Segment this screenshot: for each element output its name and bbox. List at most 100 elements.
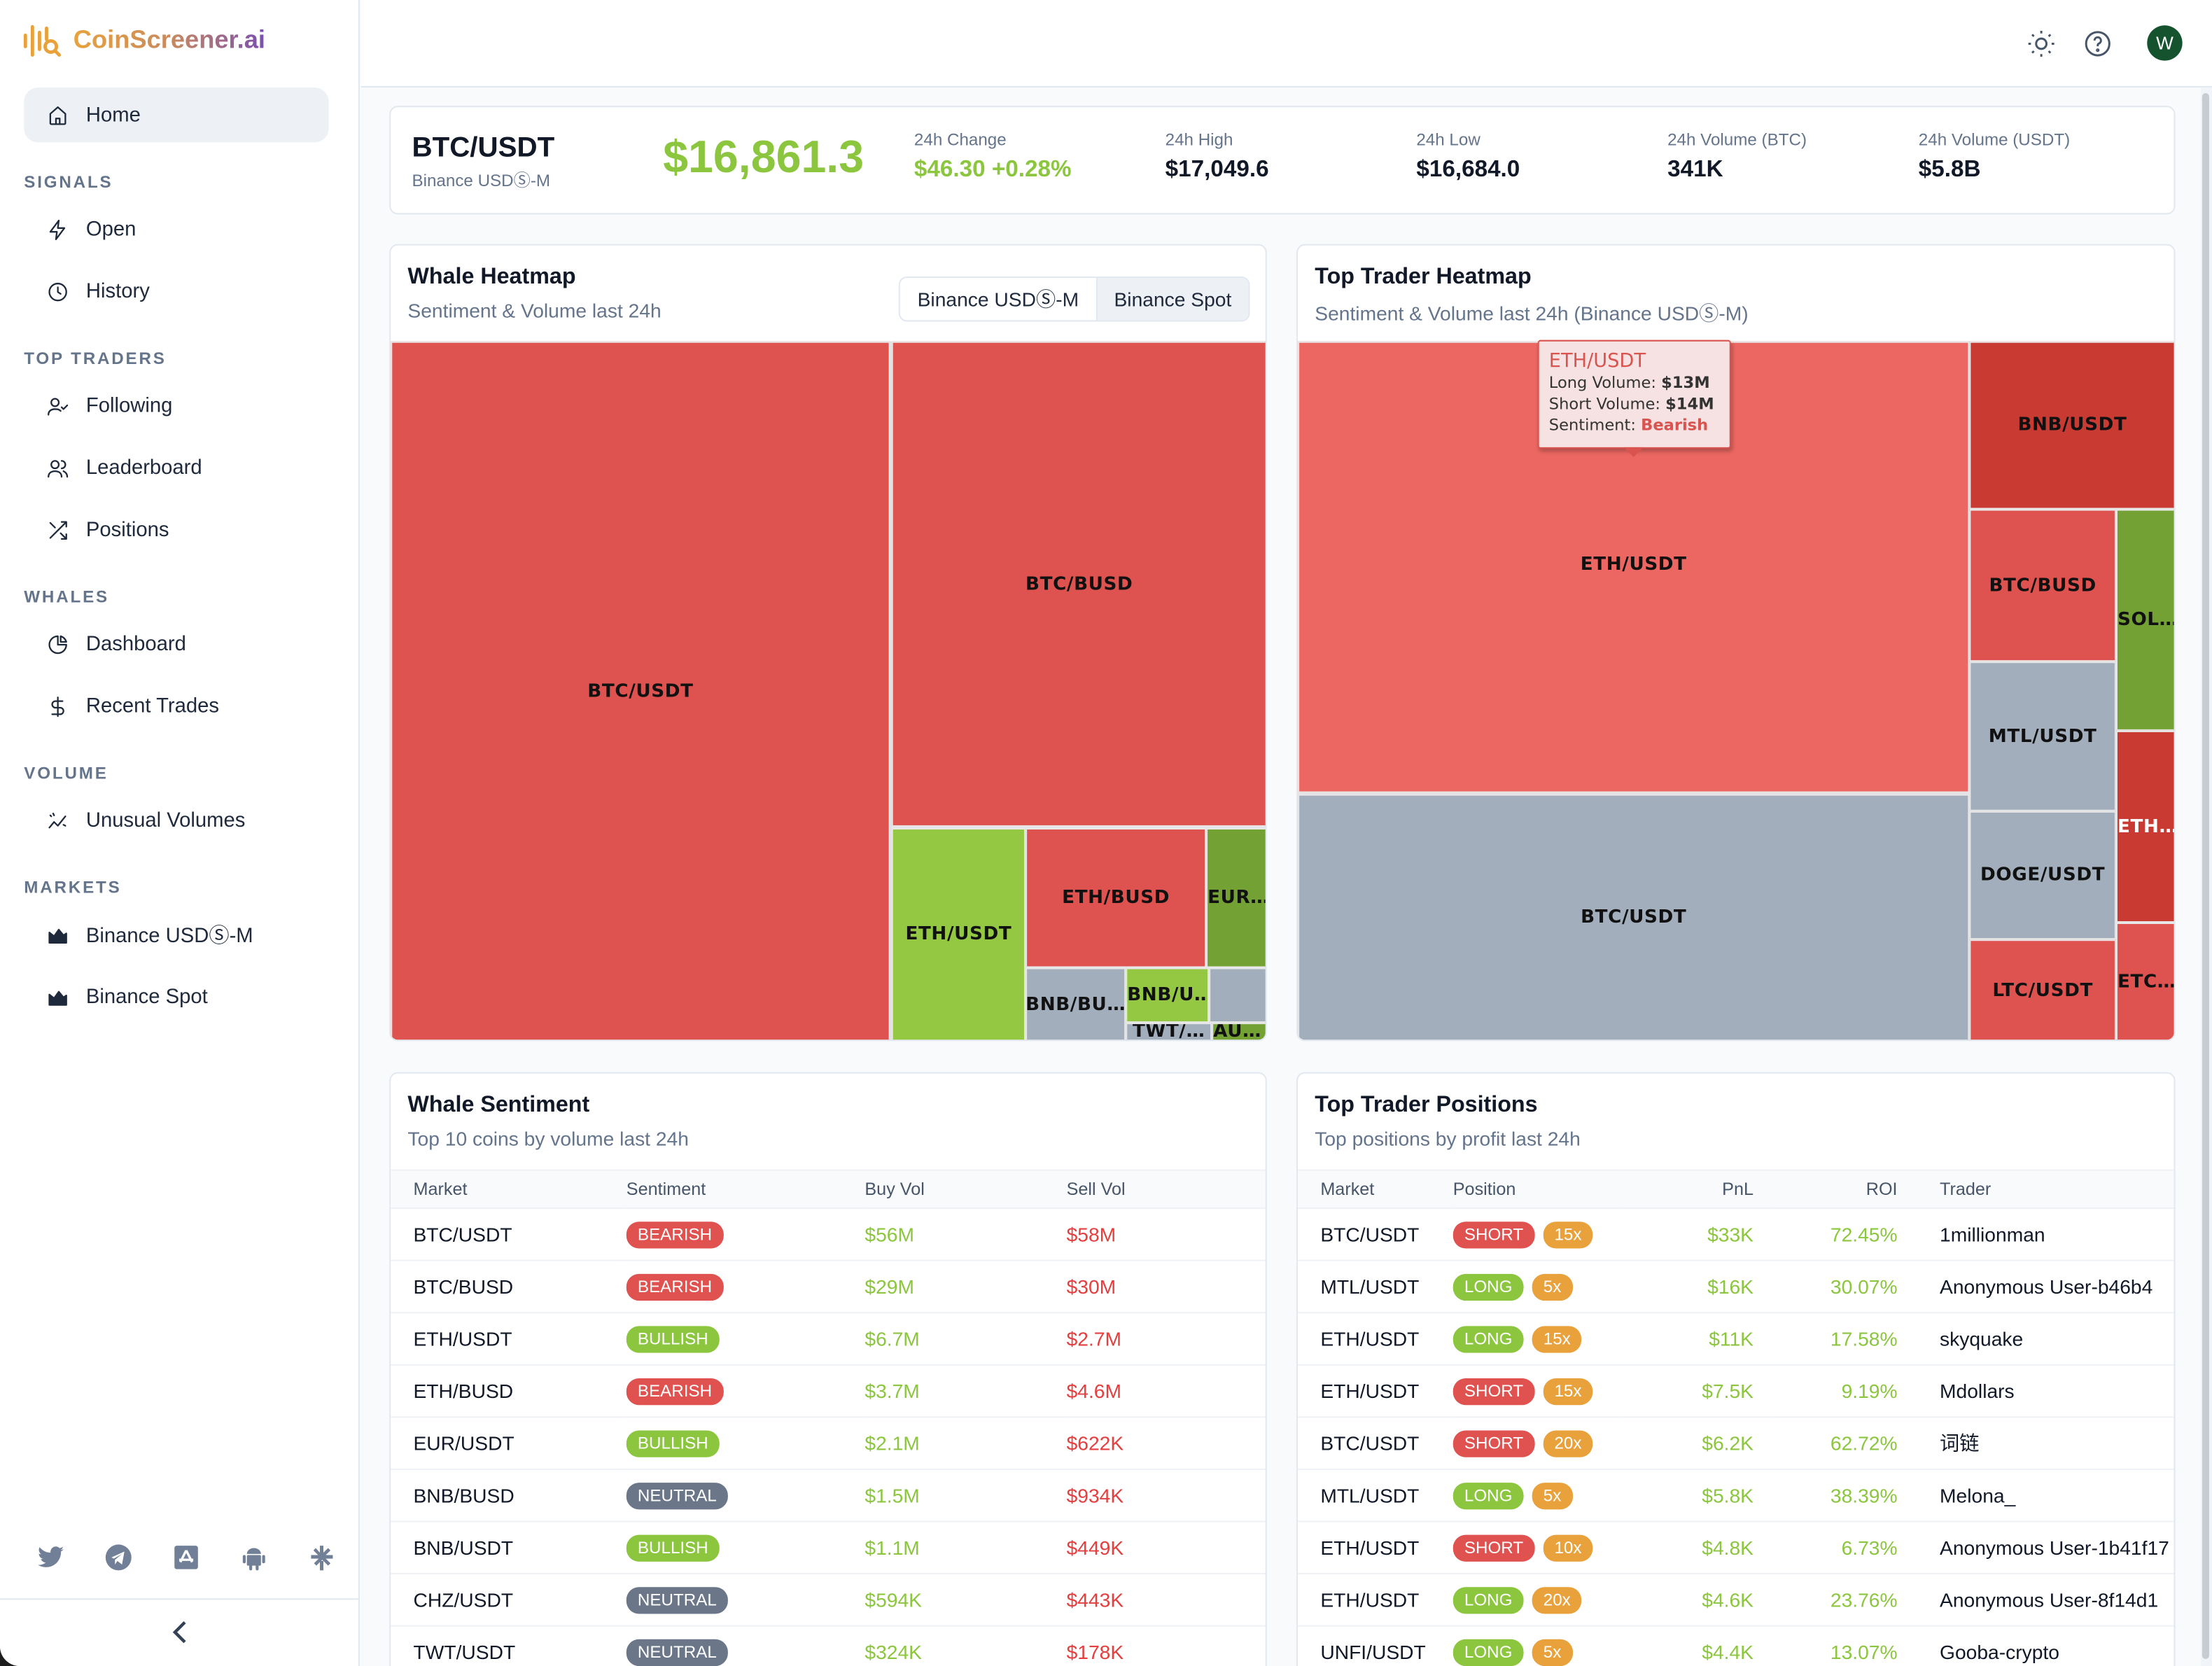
table-row[interactable]: ETH/USDT SHORT 15x $7.5K 9.19% Mdollars (1298, 1364, 2174, 1418)
roi-cell: 30.07% (1770, 1260, 1940, 1314)
table-row[interactable]: UNFI/USDT LONG 5x $4.4K 13.07% Gooba-crypto (1298, 1625, 2174, 1666)
table-row[interactable]: MTL/USDT LONG 5x $5.8K 38.39% Melona_ (1298, 1469, 2174, 1522)
tab-binance-spot[interactable]: Binance Spot (1096, 278, 1249, 321)
treemap-cell[interactable] (1209, 967, 1266, 1023)
treemap-cell-bnb-u[interactable]: BNB/U… (1126, 967, 1210, 1023)
help-icon[interactable] (2082, 28, 2113, 59)
treemap-cell-doge-usdt[interactable]: DOGE/USDT (1969, 811, 2116, 940)
treemap-cell-ltc-usdt[interactable]: LTC/USDT (1969, 939, 2116, 1040)
treemap-cell-btc-usdt[interactable]: BTC/USDT (1298, 794, 1970, 1040)
card-subtitle: Sentiment & Volume last 24h (407, 299, 662, 322)
table-row[interactable]: MTL/USDT LONG 5x $16K 30.07% Anonymous User-b… (1298, 1260, 2174, 1314)
treemap-cell-eth-usdt[interactable]: ETH/USDT (891, 827, 1026, 1040)
buy-volume-cell: $6.7M (864, 1312, 1067, 1366)
position-side-badge: LONG (1452, 1482, 1524, 1509)
table-row[interactable]: BTC/USDT SHORT 20x $6.2K 62.72% 词链 (1298, 1417, 2174, 1470)
treemap-cell-bnb-usdt[interactable]: BNB/USDT (1969, 341, 2174, 510)
treemap-cell-btc-busd[interactable]: BTC/BUSD (891, 341, 1266, 827)
table-row[interactable]: TWT/USDT NEUTRAL $324K $178K (391, 1625, 1266, 1666)
treemap-cell-mtl-usdt[interactable]: MTL/USDT (1969, 662, 2116, 811)
table-row[interactable]: ETH/BUSD BEARISH $3.7M $4.6M (391, 1364, 1266, 1418)
user-avatar[interactable]: W (2147, 25, 2183, 61)
trader-cell[interactable]: skyquake (1940, 1312, 2174, 1366)
logo[interactable]: CoinScreener.ai (22, 21, 265, 57)
leverage-badge: 15x (1532, 1325, 1582, 1352)
treemap-cell-bnb-bu[interactable]: BNB/BU… (1026, 967, 1126, 1040)
table-row[interactable]: BNB/BUSD NEUTRAL $1.5M $934K (391, 1469, 1266, 1522)
table-row[interactable]: ETH/USDT BULLISH $6.7M $2.7M (391, 1312, 1266, 1366)
treemap-cell-btc-busd[interactable]: BTC/BUSD (1969, 509, 2116, 662)
app-store-icon[interactable] (172, 1544, 200, 1572)
sidebar-item-history[interactable]: History (24, 264, 328, 319)
trader-cell[interactable]: 1millionman (1940, 1208, 2174, 1261)
sidebar-item-recent-trades[interactable]: Recent Trades (24, 678, 328, 734)
collapse-sidebar-chevron-left-icon[interactable] (167, 1617, 195, 1648)
treemap-cell-eur[interactable]: EUR… (1206, 827, 1266, 968)
trader-cell[interactable]: Anonymous User-8f14d1 (1940, 1574, 2174, 1627)
trader-cell[interactable]: Mdollars (1940, 1364, 2174, 1418)
sell-volume-cell: $30M (1066, 1260, 1266, 1314)
roi-cell: 72.45% (1770, 1208, 1940, 1261)
pnl-cell: $5.8K (1622, 1469, 1771, 1522)
treemap-cell-sol[interactable]: SOL… (2115, 509, 2174, 731)
sidebar-item-binance-spot[interactable]: Binance Spot (24, 969, 328, 1025)
column-header[interactable]: ROI (1770, 1169, 1940, 1210)
twitter-icon[interactable] (36, 1544, 64, 1572)
sidebar-item-leaderboard[interactable]: Leaderboard (24, 440, 328, 496)
trader-cell[interactable]: Anonymous User-b46b4 (1940, 1260, 2174, 1314)
column-header[interactable]: Market (1298, 1169, 1453, 1210)
treemap-cell-etc[interactable]: ETC… (2115, 923, 2174, 1040)
column-header[interactable]: Position (1452, 1169, 1623, 1210)
trader-cell[interactable]: Melona_ (1940, 1469, 2174, 1522)
sidebar-item-home[interactable]: Home (24, 87, 329, 143)
stat-24h-high: $17,049.6 (1165, 156, 1269, 182)
sun-icon[interactable] (2026, 28, 2057, 59)
sidebar-item-binance-usd-m[interactable]: Binance USDⓈ-M (24, 907, 328, 962)
sidebar-item-open[interactable]: Open (24, 202, 328, 257)
sidebar-item-following[interactable]: Following (24, 378, 328, 433)
sell-volume-cell: $622K (1066, 1417, 1266, 1470)
table-row[interactable]: CHZ/USDT NEUTRAL $594K $443K (391, 1574, 1266, 1627)
table-row[interactable]: BTC/BUSD BEARISH $29M $30M (391, 1260, 1266, 1314)
android-icon[interactable] (240, 1544, 268, 1572)
sentiment-cell: NEUTRAL (626, 1625, 865, 1666)
treemap-cell-au[interactable]: AU… (1212, 1023, 1266, 1040)
ticker-price: $16,861.3 (663, 131, 864, 182)
position-cell: SHORT 10x (1452, 1521, 1623, 1575)
position-side-badge: SHORT (1452, 1221, 1535, 1248)
column-header[interactable]: Buy Vol (864, 1169, 1067, 1210)
sidebar-item-dashboard[interactable]: Dashboard (24, 617, 328, 672)
column-header[interactable]: Sell Vol (1066, 1169, 1266, 1210)
sidebar: CoinScreener.ai Home SIGNALS Open History T… (0, 0, 360, 1666)
column-header[interactable]: Trader (1940, 1169, 2174, 1210)
nav-section-title: MARKETS (24, 877, 122, 897)
column-header[interactable]: Market (391, 1169, 626, 1210)
table-row[interactable]: EUR/USDT BULLISH $2.1M $622K (391, 1417, 1266, 1470)
telegram-icon[interactable] (104, 1544, 132, 1572)
card-title: Top Trader Heatmap (1315, 265, 1532, 290)
trader-cell[interactable]: 词链 (1940, 1417, 2174, 1470)
table-row[interactable]: ETH/USDT LONG 20x $4.6K 23.76% Anonymous User… (1298, 1574, 2174, 1627)
treemap-cell-twt[interactable]: TWT/… (1126, 1023, 1212, 1040)
linktree-icon[interactable] (307, 1544, 335, 1572)
trader-cell[interactable]: Gooba-crypto (1940, 1625, 2174, 1666)
table-row[interactable]: BTC/USDT BEARISH $56M $58M (391, 1208, 1266, 1261)
column-header[interactable]: Sentiment (626, 1169, 865, 1210)
table-row[interactable]: ETH/USDT LONG 15x $11K 17.58% skyquake (1298, 1312, 2174, 1366)
column-header[interactable]: PnL (1622, 1169, 1771, 1210)
market-cell: ETH/USDT (1298, 1364, 1453, 1418)
home-icon (49, 106, 66, 125)
table-row[interactable]: ETH/USDT SHORT 10x $4.8K 6.73% Anonymous User… (1298, 1521, 2174, 1575)
trader-cell[interactable]: Anonymous User-1b41f17 (1940, 1521, 2174, 1575)
sidebar-item-positions[interactable]: Positions (24, 502, 328, 557)
table-row[interactable]: BTC/USDT SHORT 15x $33K 72.45% 1millionman (1298, 1208, 2174, 1261)
treemap-cell-eth[interactable]: ETH… (2115, 730, 2174, 923)
tab-binance-usdm[interactable]: Binance USDⓈ-M (917, 288, 1079, 311)
treemap-cell-btc-usdt[interactable]: BTC/USDT (391, 341, 890, 1040)
leverage-badge: 15x (1543, 1377, 1593, 1405)
buy-volume-cell: $3.7M (864, 1364, 1067, 1418)
sidebar-item-unusual-volumes[interactable]: Unusual Volumes (24, 793, 328, 848)
table-row[interactable]: BNB/USDT BULLISH $1.1M $449K (391, 1521, 1266, 1575)
scrollbar-thumb[interactable] (2202, 93, 2209, 1659)
treemap-cell-eth-busd[interactable]: ETH/BUSD (1026, 827, 1207, 968)
